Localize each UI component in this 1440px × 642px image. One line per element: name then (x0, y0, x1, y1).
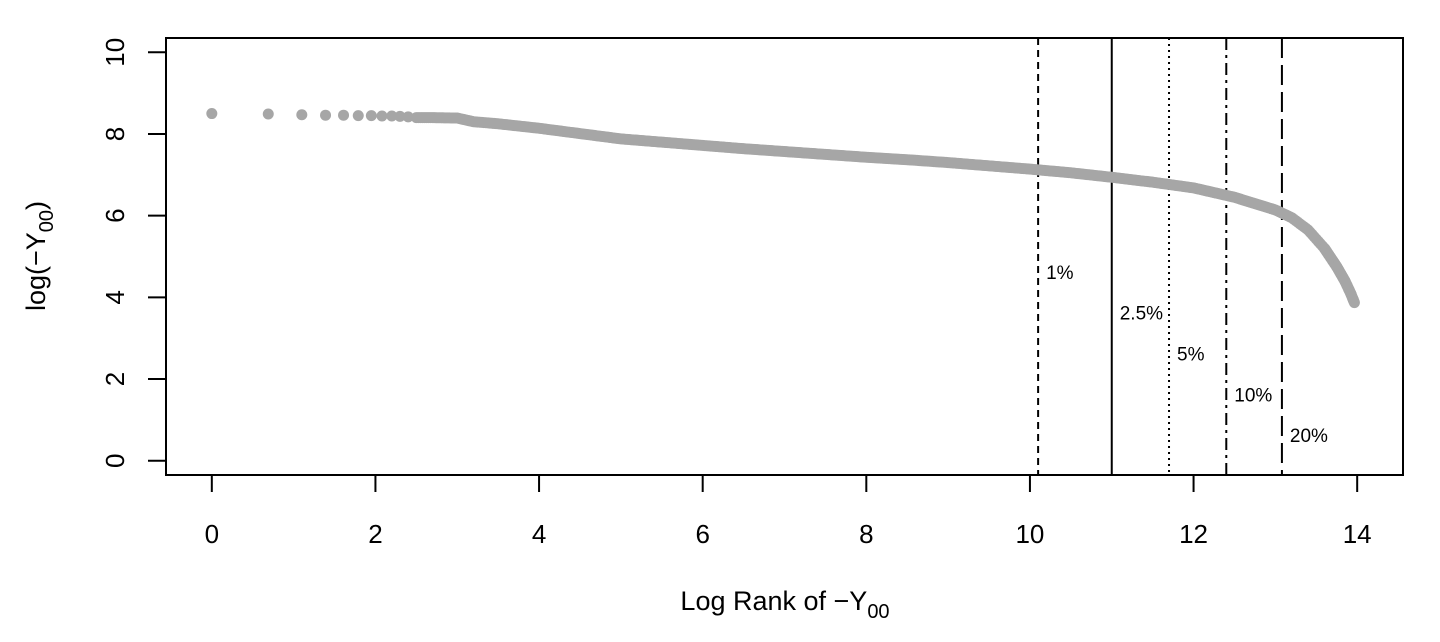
data-point (1348, 297, 1360, 309)
threshold-label: 5% (1177, 345, 1205, 366)
x-tick-label: 2 (368, 519, 382, 549)
y-tick-label: 6 (100, 208, 130, 222)
y-tick-label: 4 (100, 290, 130, 304)
data-point (338, 109, 350, 121)
data-points (206, 108, 1360, 309)
y-axis: 0 2 4 6 8 10 (100, 38, 167, 468)
data-point (262, 108, 274, 120)
threshold-label: 2.5% (1120, 304, 1163, 325)
y-tick-label: 10 (100, 38, 130, 67)
data-point (402, 111, 414, 123)
x-tick-label: 14 (1343, 519, 1372, 549)
y-axis-title: log(−Y00) (21, 201, 58, 311)
x-tick-label: 0 (205, 519, 219, 549)
plot-frame (165, 37, 1404, 476)
threshold-lines: 1% 2.5% 5% 10% 20% (1037, 38, 1328, 475)
y-tick-label: 0 (100, 453, 130, 467)
y-tick-label: 8 (100, 127, 130, 141)
x-axis: 0 2 4 6 8 10 12 14 (205, 474, 1372, 549)
data-point (394, 110, 406, 122)
data-point (352, 110, 364, 122)
threshold-label: 20% (1290, 426, 1328, 447)
data-point (386, 110, 398, 122)
data-point (376, 110, 388, 122)
x-tick-label: 4 (532, 519, 546, 549)
x-axis-title: Log Rank of −Y00 (680, 586, 889, 623)
x-tick-label: 10 (1015, 519, 1044, 549)
data-point (206, 108, 218, 120)
x-tick-label: 8 (859, 519, 873, 549)
data-point (320, 109, 332, 121)
threshold-label: 10% (1234, 385, 1272, 406)
threshold-label: 1% (1046, 263, 1074, 284)
data-point (296, 109, 308, 121)
data-point (365, 110, 377, 122)
x-tick-label: 12 (1179, 519, 1208, 549)
y-tick-label: 2 (100, 372, 130, 386)
x-tick-label: 6 (695, 519, 709, 549)
